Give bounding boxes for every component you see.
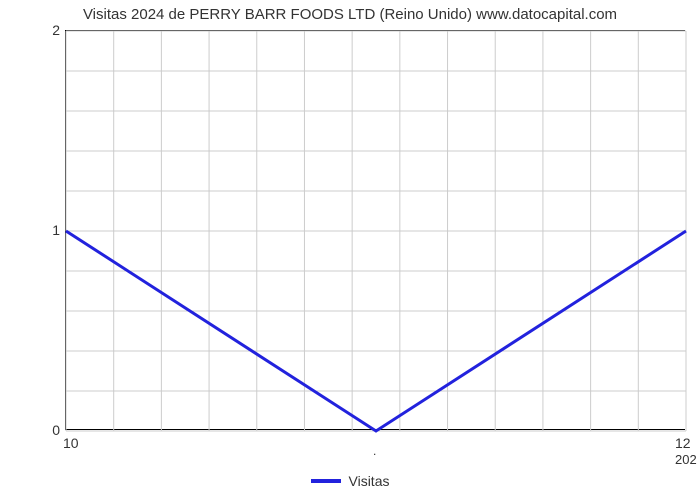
- legend-label: Visitas: [349, 473, 390, 489]
- x-axis-left-label: 10: [63, 435, 79, 451]
- legend: Visitas: [0, 470, 700, 489]
- plot-area: [65, 30, 685, 430]
- legend-item: Visitas: [311, 473, 390, 489]
- y-tick-label: 1: [45, 222, 60, 238]
- y-tick-label: 2: [45, 22, 60, 38]
- y-tick-label: 0: [45, 422, 60, 438]
- x-axis-right-sublabel: 202: [675, 452, 697, 467]
- chart-container: Visitas 2024 de PERRY BARR FOODS LTD (Re…: [0, 0, 700, 500]
- grid-horizontal: [66, 31, 686, 431]
- data-line: [66, 231, 686, 431]
- chart-svg: [66, 31, 686, 431]
- legend-swatch: [311, 479, 341, 483]
- x-axis-right-label: 12: [675, 435, 691, 451]
- chart-title: Visitas 2024 de PERRY BARR FOODS LTD (Re…: [0, 6, 700, 23]
- x-axis-mid-label: .: [373, 444, 376, 458]
